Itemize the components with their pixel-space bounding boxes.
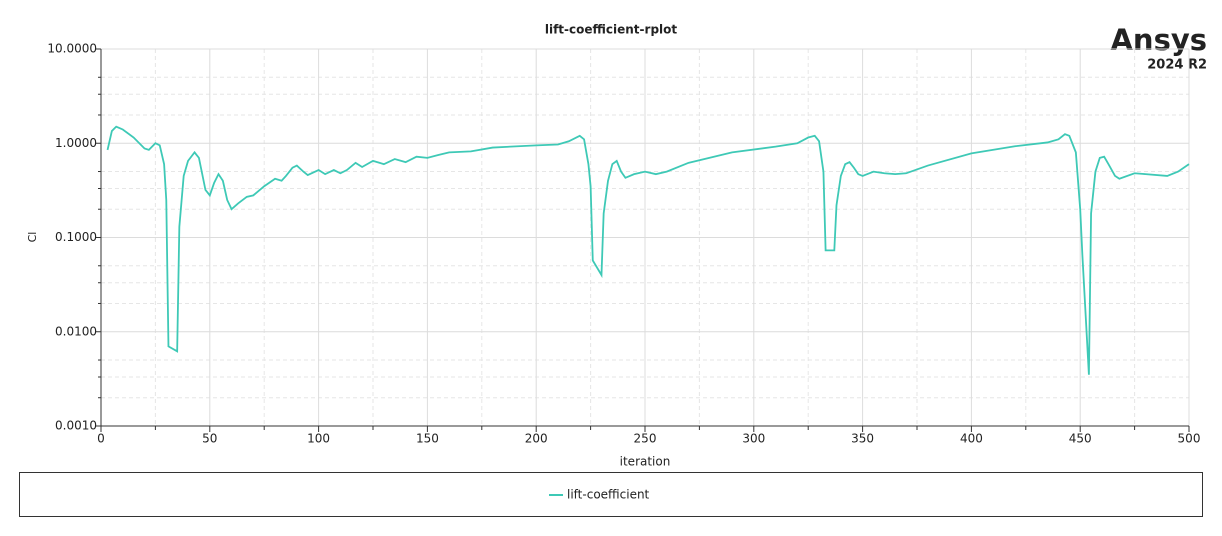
legend-label: lift-coefficient	[567, 488, 650, 502]
logo-version: 2024 R2	[1147, 58, 1207, 73]
x-tick-label: 50	[202, 432, 217, 446]
x-tick-label: 500	[1178, 432, 1201, 446]
data-line	[106, 125, 1190, 375]
chart-title: lift-coefficient-rplot	[545, 23, 678, 37]
x-tick-label: 400	[960, 432, 983, 446]
x-tick-label: 0	[97, 432, 105, 446]
x-tick-label: 200	[525, 432, 548, 446]
x-tick-label: 150	[416, 432, 439, 446]
y-axis-label: Cl	[26, 232, 39, 243]
x-tick-label: 450	[1069, 432, 1092, 446]
legend-box	[19, 472, 1203, 517]
y-tick-label: 0.0100	[55, 324, 97, 338]
y-tick-label: 0.0010	[55, 419, 97, 433]
x-tick-label: 250	[634, 432, 657, 446]
x-axis-label: iteration	[620, 455, 671, 469]
y-tick-label: 10.0000	[47, 42, 97, 56]
x-tick-label: 300	[742, 432, 765, 446]
x-tick-label: 350	[851, 432, 874, 446]
x-tick-label: 100	[307, 432, 330, 446]
y-tick-label: 1.0000	[55, 136, 97, 150]
y-tick-label: 0.1000	[55, 230, 97, 244]
logo-name: Ansys	[1110, 23, 1207, 57]
